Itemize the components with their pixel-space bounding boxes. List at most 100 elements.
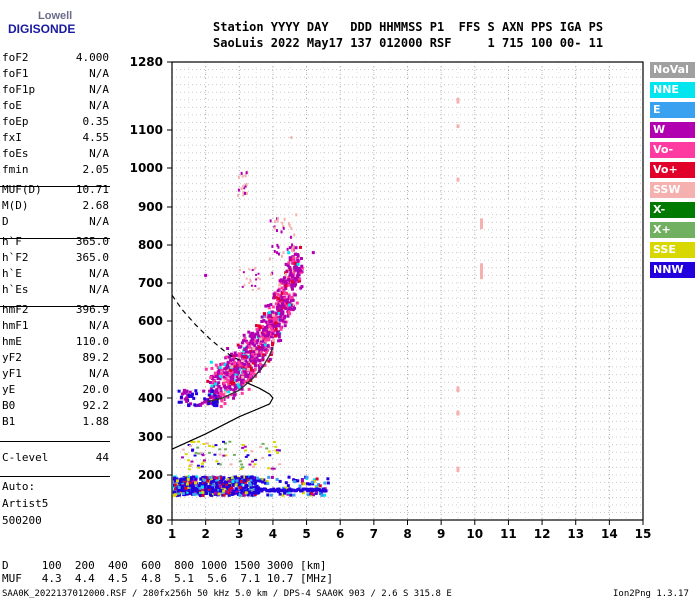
f2-upper-point bbox=[241, 285, 244, 288]
es-band-point bbox=[324, 489, 328, 493]
f2-trace-point bbox=[296, 253, 300, 257]
f2-trace-point bbox=[273, 316, 277, 320]
es-band-point bbox=[233, 478, 237, 482]
f2-trace-point bbox=[227, 383, 231, 387]
f2-low-point bbox=[179, 395, 183, 399]
es-band-point bbox=[256, 478, 260, 482]
f2-trace-point bbox=[266, 324, 270, 328]
param-row: foEp 0.35 bbox=[2, 114, 109, 129]
f2-upper-point bbox=[311, 251, 315, 255]
mid-scatter-point bbox=[197, 452, 201, 455]
header-line-2: SaoLuis 2022 May17 137 012000 RSF 1 715 … bbox=[213, 36, 604, 50]
es-band-point bbox=[211, 484, 215, 488]
f2-trace-point bbox=[287, 277, 291, 281]
f2-trace-point bbox=[288, 301, 292, 305]
f2-trace-point bbox=[255, 350, 259, 354]
param-value: N/A bbox=[89, 283, 109, 296]
es-band-point bbox=[194, 477, 198, 481]
f2-trace-point bbox=[288, 305, 292, 309]
f2-trace-point bbox=[270, 316, 274, 320]
f2-trace-point bbox=[291, 275, 295, 279]
f2-upper-point bbox=[283, 217, 286, 221]
f2-low-point bbox=[215, 404, 219, 408]
f2-trace-point bbox=[213, 373, 217, 377]
f2-trace-point bbox=[282, 278, 286, 282]
param-key: fxI bbox=[2, 131, 22, 144]
f2-trace-point bbox=[257, 364, 261, 368]
param-divider bbox=[0, 476, 110, 477]
f2-trace-point bbox=[263, 363, 267, 367]
mid-scatter-point bbox=[223, 442, 227, 445]
mid-scatter-point bbox=[203, 459, 207, 462]
es-band-point bbox=[181, 492, 185, 496]
f2-trace-point bbox=[239, 366, 243, 370]
f2-trace-point bbox=[268, 357, 272, 361]
f2-trace-point bbox=[225, 388, 229, 392]
virtual-height-trace bbox=[207, 347, 274, 403]
f2-trace-point bbox=[247, 387, 251, 391]
es-band-point bbox=[248, 488, 252, 492]
f2-low-point bbox=[203, 397, 207, 401]
es-band-point bbox=[319, 492, 323, 496]
f2-trace-point bbox=[206, 379, 210, 383]
f2-trace-point bbox=[224, 376, 228, 380]
es-band-point bbox=[219, 476, 223, 480]
es-band-point bbox=[177, 485, 181, 489]
es-band-point bbox=[173, 489, 177, 493]
f2-trace-point bbox=[232, 360, 236, 364]
f2-low-point bbox=[207, 402, 211, 406]
f2-trace-point bbox=[276, 307, 280, 311]
mid-scatter-point bbox=[238, 460, 242, 463]
param-value: N/A bbox=[89, 367, 109, 380]
f2-trace-point bbox=[237, 381, 241, 385]
f2-trace-point bbox=[240, 362, 244, 366]
f2-trace-point bbox=[220, 368, 224, 372]
es-band-point bbox=[184, 484, 188, 488]
f2-trace-point bbox=[279, 327, 283, 331]
f2-trace-point bbox=[295, 264, 299, 268]
f2-upper-point bbox=[243, 186, 246, 190]
es-band-point bbox=[284, 481, 288, 485]
f2-trace-point bbox=[209, 360, 213, 364]
es-band-point bbox=[284, 486, 288, 490]
f2-upper-point bbox=[268, 257, 271, 261]
mid-scatter-point bbox=[229, 463, 233, 466]
f2-trace-point bbox=[254, 332, 258, 336]
param-row: hmF1 N/A bbox=[2, 318, 109, 333]
es-band-point bbox=[240, 475, 244, 479]
f2-upper-point bbox=[255, 278, 258, 281]
es-band-point bbox=[185, 492, 189, 496]
f2-trace-point bbox=[235, 370, 239, 374]
param-row: yE 20.0 bbox=[2, 382, 109, 397]
es-band-point bbox=[191, 482, 195, 486]
f2-trace-point bbox=[262, 326, 266, 330]
f2-trace-point bbox=[287, 303, 291, 307]
es-band-point bbox=[245, 475, 249, 479]
f2-trace-point bbox=[263, 328, 267, 332]
f2-trace-point bbox=[235, 362, 239, 366]
f2-upper-point bbox=[251, 269, 254, 272]
f2-trace-point bbox=[278, 308, 282, 312]
es-band-point bbox=[211, 486, 215, 490]
f2-upper-point bbox=[282, 226, 285, 230]
es-band-point bbox=[186, 490, 190, 494]
f2-trace-point bbox=[246, 377, 250, 381]
f2-trace-point bbox=[282, 289, 286, 293]
param-key: h`Es bbox=[2, 283, 29, 296]
auto-version: 500200 bbox=[2, 514, 42, 527]
f2-trace-point bbox=[299, 286, 303, 290]
f2-trace-point bbox=[266, 344, 270, 348]
f2-trace-point bbox=[274, 302, 278, 306]
logo-lowell: Lowell bbox=[38, 10, 73, 22]
es-band-point bbox=[264, 487, 268, 491]
es-band-point bbox=[289, 493, 293, 497]
x-tick-label: 2 bbox=[201, 527, 209, 541]
mid-scatter-point bbox=[228, 440, 232, 443]
muf-value-row: MUF 4.3 4.4 4.5 4.8 5.1 5.6 7.1 10.7 [MH… bbox=[2, 572, 334, 585]
es-band-point bbox=[310, 491, 314, 495]
es-band-point bbox=[296, 479, 300, 483]
f2-trace-point bbox=[255, 356, 259, 360]
param-row: C-level 44 bbox=[2, 450, 109, 465]
es-band-point bbox=[197, 484, 201, 488]
f2-trace-point bbox=[274, 327, 278, 331]
